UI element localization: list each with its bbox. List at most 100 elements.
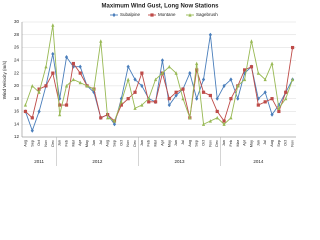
chart: Maximum Wind Gust, Long Now Stations Win… xyxy=(2,4,296,166)
marker xyxy=(92,87,96,91)
marker xyxy=(160,58,165,63)
marker xyxy=(147,96,151,101)
marker xyxy=(106,115,110,120)
x-tick-label: May xyxy=(167,140,171,147)
marker xyxy=(263,90,267,95)
marker xyxy=(256,71,260,75)
x-tick-label: Feb xyxy=(229,140,233,147)
marker xyxy=(188,71,192,76)
marker xyxy=(243,77,247,82)
marker xyxy=(208,32,212,37)
series-line xyxy=(25,47,294,123)
marker xyxy=(153,100,158,104)
legend-label: Montane xyxy=(158,12,176,17)
marker xyxy=(195,96,199,101)
x-tick-label: Apr xyxy=(160,139,164,146)
marker xyxy=(23,109,28,114)
marker xyxy=(78,80,82,85)
x-tick-label: Oct xyxy=(284,139,288,146)
marker xyxy=(222,83,226,88)
marker xyxy=(277,109,281,114)
x-tick-label: Jun xyxy=(174,140,178,146)
x-tick-label: Jul xyxy=(181,140,185,145)
marker xyxy=(133,77,137,82)
series-line xyxy=(25,34,293,132)
marker xyxy=(140,103,144,107)
year-label: 2012 xyxy=(92,159,103,164)
marker xyxy=(58,112,62,117)
x-tick-label: Jan xyxy=(140,140,144,146)
marker xyxy=(167,102,171,108)
y-tick-label: 30 xyxy=(14,19,20,24)
marker xyxy=(201,122,206,126)
marker xyxy=(51,51,55,57)
x-tick-label: Dec xyxy=(215,140,219,147)
marker xyxy=(188,13,192,17)
x-tick-label: Mar xyxy=(236,139,240,146)
x-tick-label: Dec xyxy=(133,140,137,147)
marker xyxy=(181,96,185,101)
marker xyxy=(222,122,226,126)
marker xyxy=(44,84,48,88)
marker xyxy=(126,97,130,101)
x-tick-label: Jan xyxy=(58,140,62,146)
marker xyxy=(37,87,41,91)
marker xyxy=(23,103,28,107)
marker xyxy=(215,96,219,101)
marker xyxy=(270,61,274,66)
marker xyxy=(243,68,247,72)
series-line xyxy=(25,25,293,125)
x-tick-label: Sep xyxy=(30,140,34,147)
marker xyxy=(256,103,260,107)
marker xyxy=(290,77,295,82)
marker xyxy=(195,68,199,72)
marker xyxy=(147,100,151,104)
marker xyxy=(126,77,130,82)
x-tick-label: Aug xyxy=(106,140,110,147)
marker xyxy=(78,71,82,75)
marker xyxy=(284,90,288,94)
x-tick-label: Feb xyxy=(147,140,151,147)
marker xyxy=(153,77,158,82)
y-tick-label: 16 xyxy=(14,109,20,114)
marker xyxy=(222,119,226,123)
marker xyxy=(71,61,75,66)
x-tick-label: Oct xyxy=(37,139,41,146)
marker xyxy=(51,71,55,75)
x-tick-label: Nov xyxy=(44,140,48,147)
x-tick-label: Apr xyxy=(78,139,82,146)
x-tick-label: Aug xyxy=(188,140,192,147)
marker xyxy=(150,13,154,17)
marker xyxy=(64,55,69,60)
marker xyxy=(30,116,34,120)
y-tick-label: 14 xyxy=(14,121,20,126)
year-label: 2011 xyxy=(34,159,44,164)
marker xyxy=(236,83,240,88)
marker xyxy=(174,93,178,98)
x-tick-label: Nov xyxy=(291,140,295,147)
x-tick-label: Feb xyxy=(65,140,69,147)
x-tick-label: Dec xyxy=(51,140,55,147)
marker xyxy=(229,77,233,82)
y-tick-label: 28 xyxy=(14,32,20,37)
marker xyxy=(30,83,34,88)
marker xyxy=(208,119,212,123)
marker xyxy=(78,64,82,69)
x-tick-label: Apr xyxy=(243,139,247,146)
x-tick-label: Mar xyxy=(71,139,75,146)
marker xyxy=(119,103,123,107)
marker xyxy=(208,93,212,98)
marker xyxy=(201,90,206,94)
marker xyxy=(290,45,295,50)
marker xyxy=(37,90,41,94)
marker xyxy=(167,97,171,101)
x-tick-label: Sep xyxy=(112,140,116,147)
year-label: 2014 xyxy=(253,159,264,164)
marker xyxy=(263,77,267,82)
marker xyxy=(99,39,103,43)
year-label: 2013 xyxy=(175,159,186,164)
marker xyxy=(140,83,144,88)
marker xyxy=(37,109,41,114)
marker xyxy=(174,90,178,94)
y-tick-label: 24 xyxy=(14,58,20,63)
